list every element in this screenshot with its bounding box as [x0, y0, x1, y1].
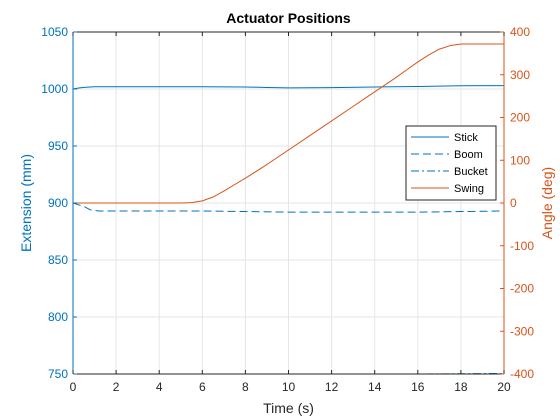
- series-line-swing: [73, 43, 504, 204]
- legend-label-stick: Stick: [454, 132, 478, 144]
- right-y-axis-label: Angle (deg): [539, 167, 555, 239]
- right-y-tick-label: 100: [510, 153, 530, 167]
- chart-title: Actuator Positions: [226, 10, 351, 26]
- x-tick-label: 8: [242, 380, 249, 394]
- left-y-tick-label: 1000: [41, 82, 68, 96]
- legend-label-swing: Swing: [454, 183, 484, 195]
- x-tick-label: 0: [70, 380, 77, 394]
- axes: 0 2 4 6 8 10 12 14 16 18 2075080085090095010001050…: [41, 25, 534, 394]
- right-y-tick-label: -100: [510, 239, 534, 253]
- x-tick-label: 14: [368, 380, 382, 394]
- series-line-boom: [72, 202, 505, 213]
- x-axis-label: Time (s): [263, 400, 314, 416]
- left-y-tick-label: 800: [48, 310, 68, 324]
- left-y-tick-label: 950: [48, 139, 68, 153]
- right-y-tick-label: -400: [510, 367, 534, 381]
- x-tick-label: 18: [454, 380, 468, 394]
- x-tick-label: 6: [199, 380, 206, 394]
- right-y-tick-label: 300: [510, 68, 530, 82]
- x-tick-label: 4: [156, 380, 163, 394]
- x-tick-label: 12: [325, 380, 339, 394]
- left-y-tick-label: 1050: [41, 25, 68, 39]
- x-tick-label: 20: [497, 380, 511, 394]
- series-line-stick: [72, 85, 505, 90]
- right-y-tick-label: -200: [510, 282, 534, 296]
- x-tick-label: 10: [282, 380, 296, 394]
- legend-label-boom: Boom: [454, 149, 483, 161]
- right-y-tick-label: 200: [510, 111, 530, 125]
- right-y-tick-label: 400: [510, 25, 530, 39]
- right-y-tick-label: -300: [510, 324, 534, 338]
- legend-label-bucket: Bucket: [454, 166, 488, 178]
- legend: Stick Boom Bucket Swing: [405, 125, 497, 201]
- x-tick-label: 16: [411, 380, 425, 394]
- left-y-tick-label: 750: [48, 367, 68, 381]
- left-y-axis-label: Extension (mm): [18, 154, 34, 252]
- left-y-tick-label: 850: [48, 253, 68, 267]
- right-y-tick-label: 0: [510, 196, 517, 210]
- x-tick-label: 2: [113, 380, 120, 394]
- left-y-tick-label: 900: [48, 196, 68, 210]
